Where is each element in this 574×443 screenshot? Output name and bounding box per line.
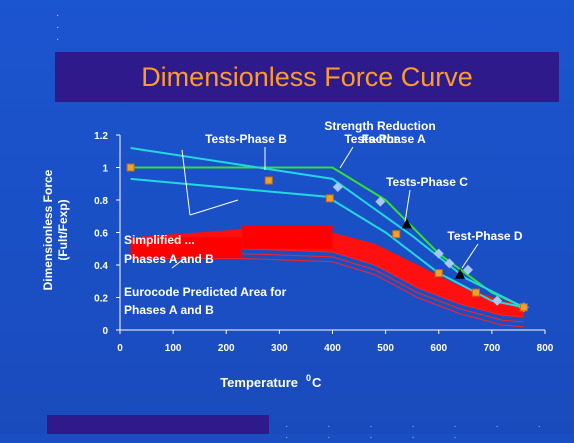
marker-square: [325, 194, 334, 203]
y-tick-label: 0: [102, 326, 108, 337]
annotation-eurocode-line2: Phases A and B: [124, 303, 214, 317]
decorative-dots: · · ·: [56, 10, 60, 45]
x-tick-label: 400: [324, 343, 341, 354]
annotation-tests-d: Test-Phase D: [447, 229, 522, 243]
x-tick-label: 500: [377, 343, 394, 354]
marker-diamond: [462, 264, 473, 275]
annotation-tests-a: Tests-Phase A: [344, 132, 426, 146]
annotation-arrow: [461, 243, 479, 269]
x-tick-label: 100: [165, 343, 182, 354]
simplified-block-left: [130, 237, 243, 257]
annotation-eurocode-line1: Eurocode Predicted Area for: [124, 285, 287, 299]
y-tick-label: 1: [102, 164, 108, 175]
simplified-block-right: [242, 226, 333, 249]
eurocode-boundary-line: [130, 258, 524, 328]
annotation-simplified-line2: Phases A and B: [124, 252, 214, 266]
slide-title: Dimensionless Force Curve: [141, 62, 473, 92]
annotation-arrow: [404, 189, 411, 223]
marker-square: [471, 288, 480, 297]
eurocode-boundary-line: [130, 253, 524, 323]
y-tick-label: 0.8: [94, 196, 108, 207]
marker-diamond: [332, 182, 343, 192]
eurocode-band: [130, 226, 524, 328]
x-tick-label: 700: [484, 343, 501, 354]
x-axis-label: Temperature: [220, 375, 298, 390]
y-tick-label: 1.2: [94, 131, 108, 142]
annotation-tests-c: Tests-Phase C: [386, 175, 468, 189]
annotation-arrow: [339, 146, 354, 169]
chart: 0 100 200 300 400 500 600 700 800 0 0.2 0.4 0.6 0.8 1 1…: [41, 119, 554, 390]
y-tick-label: 0.6: [94, 229, 108, 240]
chart-axes: 0 100 200 300 400 500 600 700 800 0 0.2 0.4 0.6 0.8 1 1…: [94, 131, 554, 354]
footer-bar: [47, 415, 269, 434]
x-tick-label: 200: [218, 343, 235, 354]
marker-triangle: [455, 268, 465, 279]
marker-diamond: [433, 248, 444, 259]
marker-square: [434, 269, 443, 278]
y-tick-label: 0.4: [94, 261, 108, 272]
annotation-simplified-line1: Simplified ...: [124, 233, 195, 247]
x-tick-label: 600: [430, 343, 447, 354]
y-tick-label: 0.2: [94, 294, 108, 305]
marker-square: [392, 230, 401, 239]
marker-diamond: [444, 258, 455, 269]
marker-square: [126, 163, 135, 172]
marker-diamond: [492, 295, 503, 306]
y-axis-label-line1: Dimensionless Force: [41, 169, 55, 290]
title-bar: [55, 52, 559, 102]
x-tick-label: 0: [117, 343, 123, 354]
annotation-arrow: [171, 257, 186, 269]
chart-markers: [126, 163, 529, 313]
chart-labels: Tests-Phase B Strength Reduction Factor …: [41, 119, 523, 390]
y-axis-label-line2: (Fult/Fexp): [56, 199, 70, 260]
x-tick-label: 300: [271, 343, 288, 354]
marker-square: [519, 303, 528, 312]
x-axis-unit: C: [312, 375, 322, 390]
x-tick-label: 800: [537, 343, 554, 354]
annotation-strength-line1: Strength Reduction: [324, 119, 435, 133]
annotation-strength-line2: Factor: [362, 132, 399, 146]
annotation-arrow: [181, 149, 191, 216]
marker-square: [264, 176, 273, 185]
x-axis-unit-superscript: 0: [306, 373, 311, 383]
marker-triangle: [401, 218, 412, 229]
annotation-arrow: [189, 199, 239, 216]
annotation-tests-b: Tests-Phase B: [205, 132, 287, 146]
footer-dots: · · · · · · · · · · · ·: [285, 421, 559, 443]
marker-diamond: [375, 196, 386, 207]
eurocode-boundary-line: [130, 248, 524, 318]
